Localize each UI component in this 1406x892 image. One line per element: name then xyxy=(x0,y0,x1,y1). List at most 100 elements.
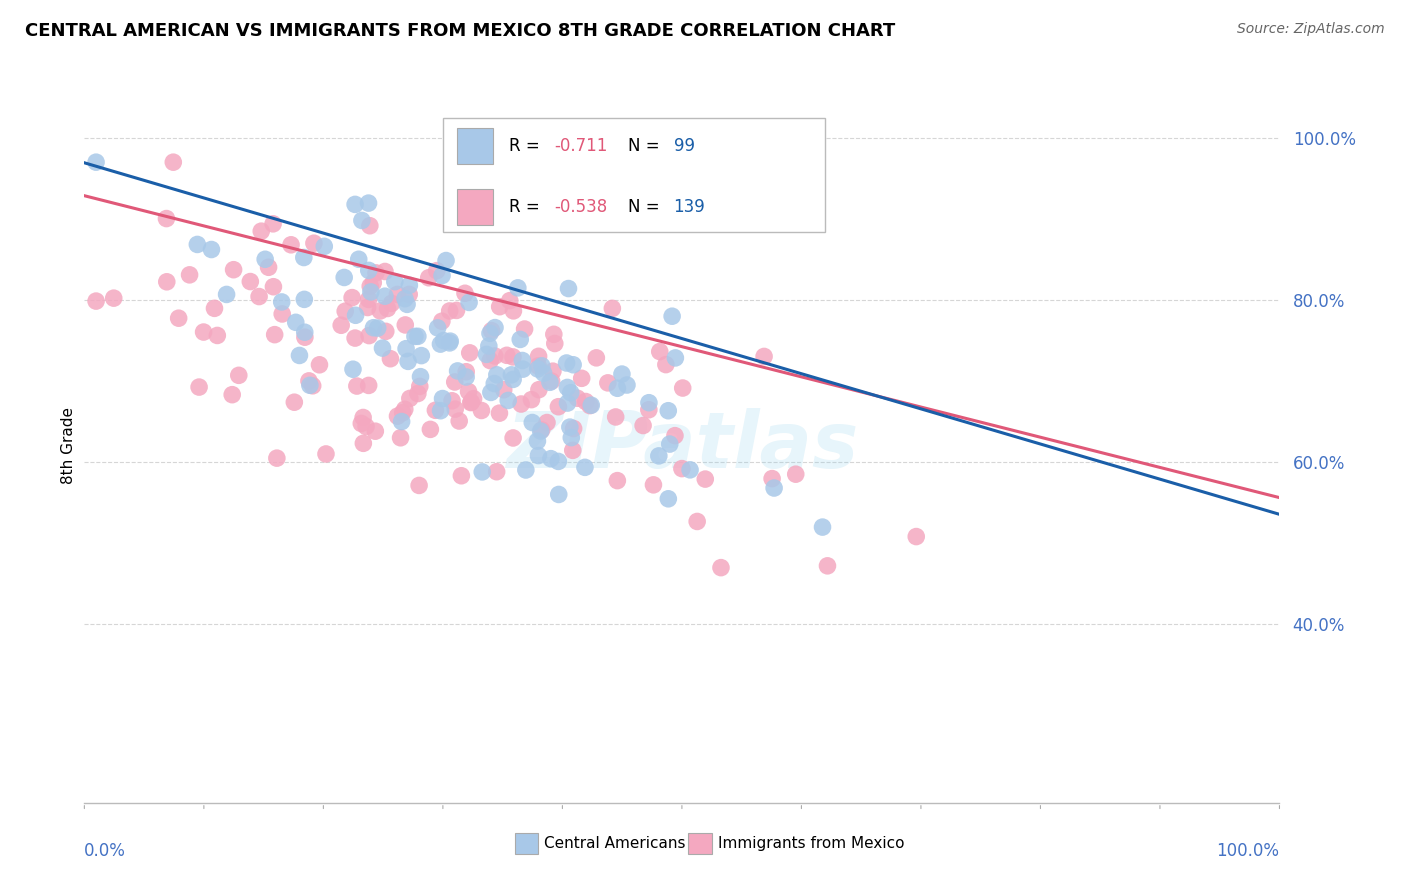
Point xyxy=(222,262,245,277)
Point xyxy=(350,213,373,227)
Point xyxy=(395,342,418,356)
Point xyxy=(478,326,501,341)
Point xyxy=(579,399,602,413)
Point xyxy=(292,293,315,307)
Point xyxy=(817,558,839,573)
Point xyxy=(664,351,686,365)
Point xyxy=(602,301,624,316)
Point xyxy=(394,318,416,332)
Point xyxy=(425,403,447,417)
Point xyxy=(408,478,430,492)
Text: 0.0%: 0.0% xyxy=(84,842,127,860)
Point xyxy=(394,402,416,417)
Point xyxy=(446,303,468,318)
Text: Central Americans: Central Americans xyxy=(544,836,686,851)
Point xyxy=(162,155,184,169)
Text: Immigrants from Mexico: Immigrants from Mexico xyxy=(718,836,904,851)
Point xyxy=(298,378,321,392)
Point xyxy=(543,327,565,342)
Point xyxy=(352,436,374,450)
Point xyxy=(596,376,619,390)
Point xyxy=(155,211,177,226)
Point xyxy=(496,393,519,408)
Point xyxy=(513,322,536,336)
Point xyxy=(449,414,471,428)
Point xyxy=(478,339,501,353)
Point xyxy=(374,289,396,303)
Point xyxy=(200,243,222,257)
Point xyxy=(686,515,709,529)
Point xyxy=(363,320,385,334)
Point xyxy=(512,362,534,376)
Point xyxy=(288,348,311,362)
Point xyxy=(346,379,368,393)
Point xyxy=(263,327,285,342)
Point xyxy=(247,289,270,303)
Point xyxy=(315,447,337,461)
Point xyxy=(430,268,453,283)
Point xyxy=(631,418,654,433)
Point xyxy=(374,264,396,278)
Point xyxy=(398,278,420,293)
Point xyxy=(540,451,562,466)
Text: N =: N = xyxy=(628,198,665,216)
Point xyxy=(359,279,381,293)
Point xyxy=(179,268,201,282)
Point xyxy=(340,291,363,305)
Point xyxy=(533,366,555,380)
Point xyxy=(419,422,441,436)
Point xyxy=(280,237,302,252)
Text: R =: R = xyxy=(509,137,544,155)
Point xyxy=(330,318,353,333)
Point xyxy=(479,385,502,400)
Point xyxy=(558,420,581,434)
Point xyxy=(456,365,478,379)
Point xyxy=(648,449,671,463)
Point xyxy=(444,402,467,417)
Point xyxy=(520,392,543,407)
Point xyxy=(186,237,208,252)
Point xyxy=(492,383,515,397)
Point xyxy=(314,239,336,253)
Point xyxy=(585,351,607,365)
Point xyxy=(396,297,419,311)
Point xyxy=(502,303,524,318)
Point xyxy=(257,260,280,275)
Point xyxy=(359,219,381,233)
Point xyxy=(541,364,564,378)
FancyBboxPatch shape xyxy=(688,833,711,855)
Point xyxy=(470,403,492,417)
Point xyxy=(538,376,561,390)
Point xyxy=(661,310,683,324)
Point xyxy=(221,387,243,401)
Point xyxy=(440,393,463,408)
Point xyxy=(344,331,367,345)
Point xyxy=(342,362,364,376)
Text: 99: 99 xyxy=(673,137,695,155)
Point xyxy=(357,263,380,277)
Point xyxy=(384,275,406,289)
Point xyxy=(658,437,681,451)
Point xyxy=(485,465,508,479)
Point xyxy=(522,416,544,430)
Point xyxy=(380,351,402,366)
Point xyxy=(544,336,567,351)
Point xyxy=(785,467,807,482)
Point xyxy=(387,287,409,301)
Point xyxy=(562,421,585,435)
Point xyxy=(262,279,284,293)
Text: 139: 139 xyxy=(673,198,706,216)
Point xyxy=(752,350,775,364)
Point xyxy=(460,395,482,409)
Point xyxy=(426,321,449,335)
Point xyxy=(418,270,440,285)
Point xyxy=(380,296,402,310)
Point xyxy=(463,392,485,406)
FancyBboxPatch shape xyxy=(457,128,494,164)
Point xyxy=(207,328,229,343)
Point xyxy=(484,349,506,363)
Point xyxy=(638,395,661,409)
FancyBboxPatch shape xyxy=(515,833,538,855)
Point xyxy=(396,354,419,368)
Point xyxy=(547,454,569,468)
